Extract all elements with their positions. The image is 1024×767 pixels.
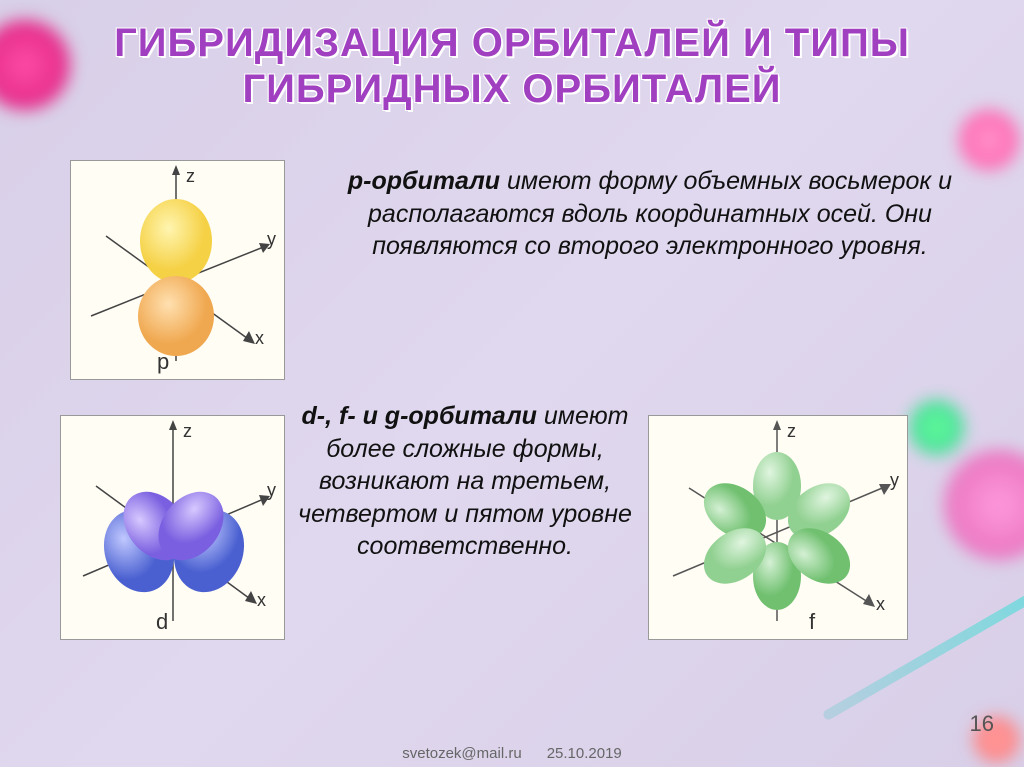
paragraph-p-orbitals: р-орбитали имеют форму объемных восьмеро… [330, 165, 970, 263]
bokeh-decor [909, 400, 964, 455]
orbital-label-p: p [157, 349, 169, 375]
axis-z: z [787, 421, 796, 442]
bokeh-decor [959, 110, 1019, 170]
axis-z: z [186, 166, 195, 187]
axis-y: y [890, 470, 899, 491]
slide-number: 16 [970, 711, 994, 737]
slide-title: ГИБРИДИЗАЦИЯ ОРБИТАЛЕЙ И ТИПЫ ГИБРИДНЫХ … [0, 20, 1024, 112]
emphasis-text: р-орбитали [348, 167, 500, 195]
orbital-diagram-p: z y x p [70, 160, 285, 380]
orbital-label-d: d [156, 609, 168, 635]
axis-y: y [267, 480, 276, 501]
axis-x: x [255, 328, 264, 349]
footer-email: svetozek@mail.ru [402, 745, 521, 762]
axis-x: x [257, 590, 266, 611]
orbital-diagram-f: z y x f [648, 415, 908, 640]
orbital-diagram-d: z y x d [60, 415, 285, 640]
slide-footer: svetozek@mail.ru 25.10.2019 [0, 745, 1024, 762]
emphasis-text: d-, f- и g-орбитали [302, 402, 537, 430]
axis-x: x [876, 594, 885, 615]
axis-z: z [183, 421, 192, 442]
bokeh-decor [944, 450, 1024, 560]
axis-y: y [267, 229, 276, 250]
paragraph-dfg-orbitals: d-, f- и g-орбитали имеют более сложные … [295, 400, 635, 563]
footer-date: 25.10.2019 [547, 745, 622, 762]
orbital-label-f: f [809, 609, 815, 635]
